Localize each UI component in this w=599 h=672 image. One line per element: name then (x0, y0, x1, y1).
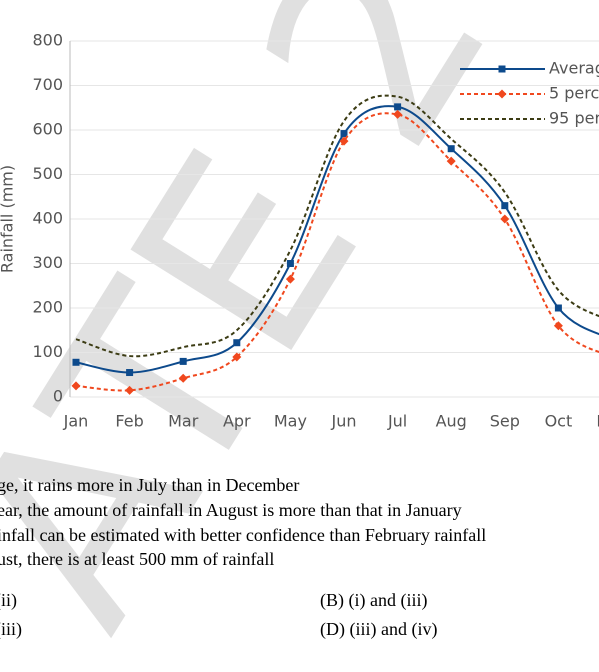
marker (447, 145, 455, 153)
marker (501, 202, 509, 210)
marker (232, 352, 242, 362)
marker (233, 339, 241, 347)
marker (179, 357, 187, 365)
legend-marker (498, 65, 506, 73)
marker (554, 304, 562, 312)
legend-marker (497, 89, 507, 99)
x-tick-label: Jan (63, 412, 89, 431)
option: (iii) (0, 619, 22, 640)
y-tick-label: 500 (32, 164, 63, 183)
y-tick-label: 200 (32, 298, 63, 317)
legend-label: Average (549, 59, 599, 78)
marker (553, 321, 563, 331)
marker (339, 136, 349, 146)
y-tick-label: 300 (32, 253, 63, 272)
x-tick-label: Oct (545, 412, 573, 431)
marker (286, 260, 294, 267)
option: (B) (i) and (iii) (320, 590, 427, 611)
x-tick-label: Nov (596, 412, 599, 431)
statement: ust, there is at least 500 mm of rainfal… (0, 549, 274, 569)
x-tick-label: Sep (490, 412, 520, 431)
y-axis-label: Rainfall (mm) (0, 165, 17, 273)
x-tick-label: Apr (223, 412, 251, 431)
statement: ge, it rains more in July than in Decemb… (0, 475, 299, 495)
legend-label: 5 percentile (549, 84, 599, 103)
marker (125, 385, 135, 395)
x-tick-label: Jun (331, 412, 357, 431)
x-tick-label: Feb (115, 412, 143, 431)
marker (393, 109, 403, 119)
option: (D) (iii) and (iv) (320, 619, 437, 640)
marker (285, 274, 295, 284)
chart: 0 100 200 300 400 500 600 700 800 Jan Feb Mar Apr May… (32, 31, 599, 431)
option: (ii) (0, 590, 17, 611)
x-tick-label: May (274, 412, 307, 431)
marker (71, 381, 81, 391)
marker (72, 358, 80, 366)
statement: infall can be estimated with better conf… (0, 525, 486, 545)
x-tick-label: Aug (436, 412, 467, 431)
marker (394, 103, 402, 111)
marker (500, 214, 510, 224)
x-tick-label: Mar (168, 412, 199, 431)
y-tick-label: 0 (53, 387, 63, 406)
y-tick-label: 800 (32, 31, 63, 50)
y-tick-label: 100 (32, 342, 63, 361)
marker (446, 156, 456, 166)
y-tick-label: 400 (32, 209, 63, 228)
marker (178, 373, 188, 383)
x-tick-label: Jul (387, 412, 407, 431)
y-tick-label: 600 (32, 120, 63, 139)
marker (126, 369, 134, 377)
marker (340, 130, 348, 138)
legend-label: 95 percentile (549, 109, 599, 128)
statement: ear, the amount of rainfall in August is… (0, 500, 462, 520)
y-tick-label: 700 (32, 75, 63, 94)
